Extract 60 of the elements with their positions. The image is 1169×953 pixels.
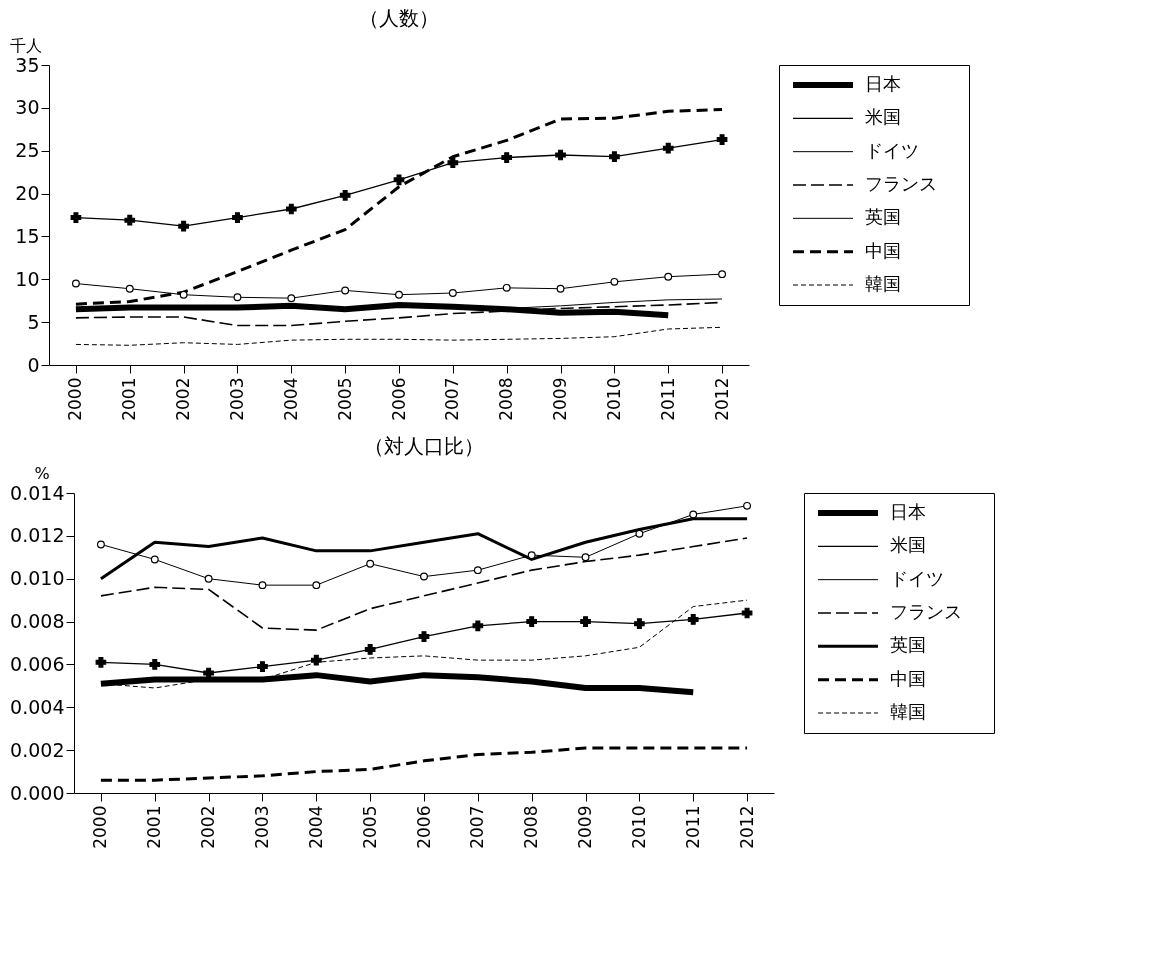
- x-tick-label: 2000: [90, 805, 111, 849]
- y-tick-label: 30: [15, 96, 40, 119]
- x-tick-label: 2004: [280, 377, 301, 421]
- x-tick-label: 2012: [711, 377, 732, 421]
- legend-label: 韓国: [890, 701, 926, 722]
- y-tick-label: 5: [27, 310, 40, 333]
- legend-label: 中国: [865, 239, 901, 261]
- x-tick-label: 2011: [657, 377, 678, 421]
- legend-label: 日本: [865, 73, 901, 94]
- x-tick-label: 2009: [550, 377, 571, 421]
- x-tick-label: 2005: [334, 377, 355, 421]
- x-tick-label: 2006: [413, 805, 434, 849]
- y-tick-label: 15: [15, 224, 40, 247]
- legend-label: 英国: [890, 634, 926, 656]
- legend-label: 米国: [865, 106, 901, 128]
- y-tick-label: 35: [15, 53, 40, 76]
- y-tick-label: 25: [15, 139, 40, 162]
- y-tick-label: 0.000: [10, 781, 65, 804]
- x-tick-label: 2010: [603, 377, 624, 421]
- legend-label: ドイツ: [865, 139, 919, 161]
- x-tick-label: 2007: [467, 805, 488, 849]
- y-tick-label: 0.002: [10, 738, 65, 761]
- x-tick-label: 2011: [682, 805, 703, 849]
- x-tick-label: 2008: [521, 805, 542, 849]
- legend-label: 英国: [865, 206, 901, 228]
- y-tick-label: 0.006: [10, 652, 65, 675]
- y-tick-label: 0.008: [10, 610, 65, 633]
- x-tick-label: 2005: [359, 805, 380, 849]
- chart-title: （対人口比）: [364, 434, 484, 458]
- chart-title: （人数）: [359, 6, 439, 30]
- x-tick-label: 2004: [305, 805, 326, 849]
- x-tick-label: 2012: [736, 805, 757, 849]
- legend-label: 日本: [890, 501, 926, 522]
- x-tick-label: 2003: [251, 805, 272, 849]
- x-tick-label: 2001: [144, 805, 165, 849]
- x-tick-label: 2000: [65, 377, 86, 421]
- legend-label: フランス: [865, 173, 937, 194]
- x-tick-label: 2006: [388, 377, 409, 421]
- y-tick-label: 0.014: [10, 481, 65, 504]
- y-tick-label: 0.004: [10, 695, 65, 718]
- legend-label: 米国: [890, 534, 926, 556]
- x-tick-label: 2008: [496, 377, 517, 421]
- x-tick-label: 2009: [575, 805, 596, 849]
- y-axis-title: %: [34, 463, 50, 483]
- x-tick-label: 2002: [173, 377, 194, 421]
- x-tick-label: 2010: [628, 805, 649, 849]
- y-tick-label: 0: [27, 353, 40, 376]
- y-tick-label: 0.012: [10, 524, 65, 547]
- legend-label: ドイツ: [890, 567, 944, 589]
- y-tick-label: 10: [15, 267, 40, 290]
- legend-label: 韓国: [865, 273, 901, 294]
- legend-label: 中国: [890, 667, 926, 689]
- x-tick-label: 2002: [198, 805, 219, 849]
- x-tick-label: 2007: [442, 377, 463, 421]
- y-tick-label: 20: [15, 182, 40, 205]
- x-tick-label: 2003: [226, 377, 247, 421]
- y-axis-title: 千人: [9, 35, 42, 55]
- x-tick-label: 2001: [119, 377, 140, 421]
- legend-label: フランス: [890, 601, 962, 622]
- y-tick-label: 0.010: [10, 567, 65, 590]
